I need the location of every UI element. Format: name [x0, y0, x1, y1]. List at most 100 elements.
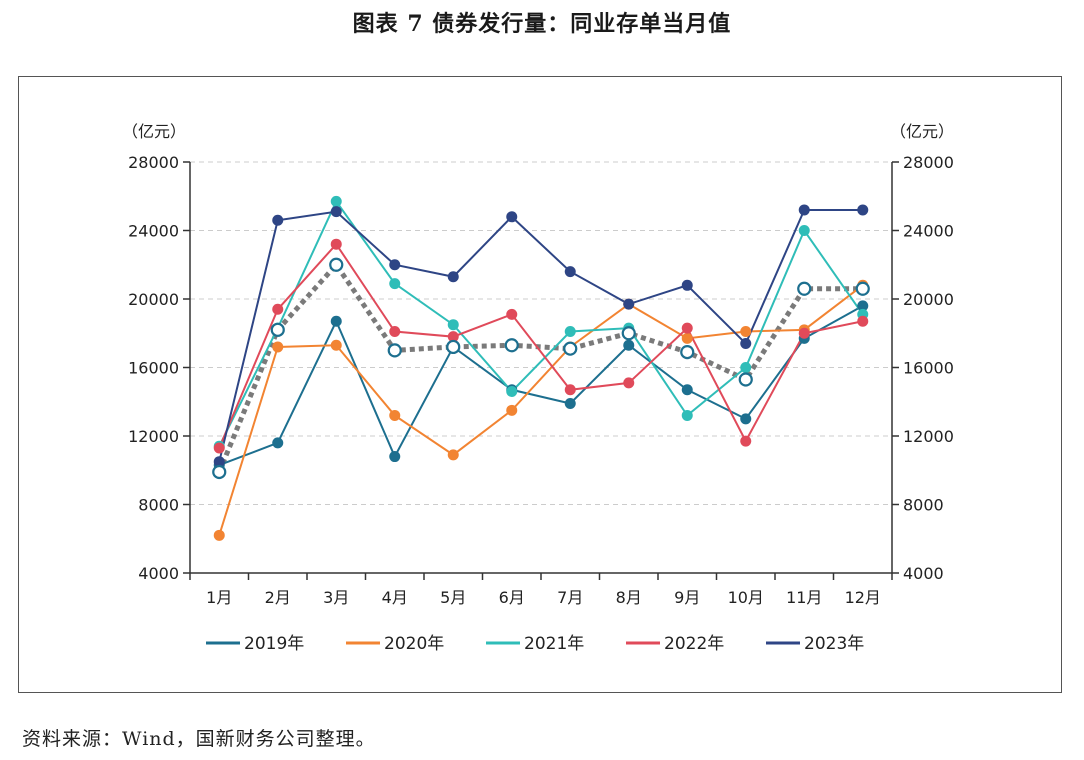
average-point [387, 343, 402, 358]
series-line-2 [218, 284, 864, 536]
series-point-1 [740, 413, 752, 425]
series-point-2 [506, 404, 518, 416]
series-point-3 [740, 362, 752, 373]
legend-label: 2022年 [664, 634, 724, 654]
series-point-4 [740, 435, 752, 447]
average-point [855, 281, 870, 296]
series-point-3 [798, 225, 810, 236]
series-line-3 [218, 199, 864, 447]
series-line-4 [218, 242, 863, 449]
series-point-4 [798, 327, 810, 339]
series-point-3 [389, 278, 401, 290]
y-tick-label-right: 16000 [903, 359, 954, 378]
y-tick-label-right: 8000 [903, 496, 944, 515]
series-point-4 [681, 322, 693, 334]
average-point [329, 257, 344, 272]
x-tick-label: 6月 [499, 588, 525, 607]
series-point-4 [389, 326, 401, 338]
series-point-1 [272, 437, 284, 449]
y-tick-label-right: 12000 [903, 427, 954, 446]
average-point [738, 372, 753, 387]
series-point-3 [506, 385, 518, 397]
series-point-4 [330, 238, 342, 250]
series-point-1 [564, 397, 576, 409]
x-tick-label: 11月 [786, 588, 822, 607]
series-point-4 [857, 315, 869, 327]
average-point [270, 322, 285, 337]
y-tick-label-right: 24000 [903, 222, 954, 241]
series-point-5 [740, 338, 752, 350]
x-tick-label: 10月 [728, 588, 764, 607]
legend-label: 2020年 [384, 634, 444, 654]
y-axis-unit-right: （亿元） [890, 122, 954, 141]
series-point-2 [681, 332, 693, 344]
series-point-5 [213, 456, 225, 468]
source-note: 资料来源：Wind，国新财务公司整理。 [22, 728, 376, 750]
series-point-3 [564, 326, 576, 338]
series-point-1 [857, 300, 869, 312]
legend-label: 2021年 [524, 634, 584, 654]
series-point-2 [389, 409, 401, 421]
y-axis-unit-left: （亿元） [122, 122, 186, 141]
series-point-2 [213, 529, 225, 541]
average-point [446, 339, 461, 355]
series-point-5 [798, 204, 810, 216]
y-tick-label-right: 28000 [903, 153, 954, 172]
series-line-1 [218, 304, 864, 467]
series-point-5 [564, 266, 576, 278]
x-tick-label: 2月 [265, 588, 291, 607]
series-point-5 [330, 206, 342, 218]
series-point-5 [857, 204, 869, 216]
y-tick-label-left: 4000 [138, 564, 179, 583]
x-tick-label: 3月 [323, 588, 349, 607]
average-line [216, 260, 863, 473]
series-point-3 [330, 195, 342, 207]
series-point-2 [740, 326, 752, 338]
average-point [504, 338, 519, 353]
y-tick-label-right: 20000 [903, 290, 954, 309]
average-point [797, 281, 812, 296]
average-point [680, 344, 695, 360]
series-point-4 [447, 331, 459, 343]
series-point-1 [681, 384, 693, 396]
average-point [563, 341, 578, 356]
series-point-4 [564, 384, 576, 396]
x-tick-label: 9月 [674, 588, 700, 607]
series-point-5 [623, 298, 635, 310]
series-point-5 [681, 279, 693, 291]
average-point [212, 464, 227, 480]
series-point-3 [681, 409, 693, 421]
series-point-4 [623, 377, 635, 389]
series-point-4 [506, 308, 518, 320]
legend-label: 2023年 [804, 634, 864, 654]
chart-frame [18, 76, 1062, 693]
x-tick-label: 1月 [206, 588, 232, 607]
y-tick-label-left: 16000 [128, 359, 179, 378]
series-point-1 [389, 451, 401, 463]
series-point-4 [272, 303, 284, 315]
series-point-5 [447, 271, 459, 283]
series-point-2 [447, 449, 459, 461]
series-point-5 [389, 259, 401, 271]
x-tick-label: 8月 [616, 588, 642, 607]
y-tick-label-left: 24000 [128, 222, 179, 241]
x-tick-label: 5月 [440, 588, 466, 607]
x-tick-label: 12月 [845, 588, 881, 607]
series-point-2 [272, 341, 284, 353]
y-tick-label-right: 4000 [903, 564, 944, 583]
y-tick-label-left: 28000 [128, 153, 179, 172]
x-tick-label: 4月 [382, 588, 408, 607]
series-point-1 [623, 339, 635, 351]
series-point-5 [272, 214, 284, 226]
figure-title: 图表 7 债券发行量：同业存单当月值 [352, 11, 732, 37]
y-tick-label-left: 20000 [128, 290, 179, 309]
y-tick-label-left: 8000 [138, 496, 179, 515]
series-point-1 [330, 315, 342, 327]
average-point [621, 326, 636, 341]
series-line-5 [218, 208, 863, 462]
x-tick-label: 7月 [557, 588, 583, 607]
series-point-5 [506, 211, 518, 223]
series-point-4 [213, 442, 225, 454]
legend-label: 2019年 [244, 634, 304, 654]
